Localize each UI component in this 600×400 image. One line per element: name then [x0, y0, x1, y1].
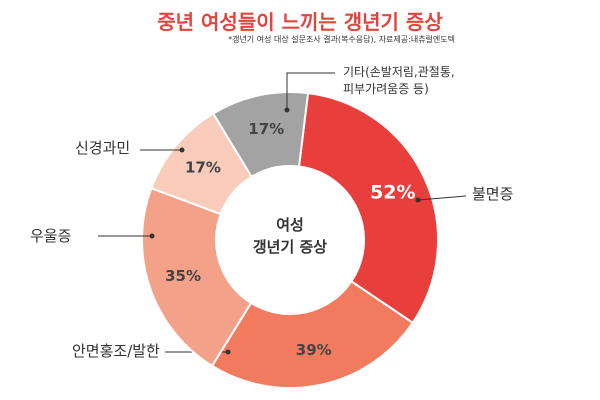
donut-segment — [297, 91, 439, 325]
value-label: 39% — [296, 341, 332, 359]
leader-dot — [149, 233, 155, 239]
donut-segment — [211, 91, 310, 179]
category-label: 기타(손발저림,관절통, 피부가려움증 등) — [343, 65, 455, 96]
category-label: 신경과민 — [75, 139, 131, 157]
chart-title: 중년 여성들이 느끼는 갱년기 증상 — [157, 10, 443, 34]
chart-subtitle: *갱년기 여성 대상 설문조사 결과(복수응답), 자료제공:내츄럴엔도텍 — [228, 35, 455, 44]
leader-dot — [179, 147, 185, 153]
donut-segment — [141, 186, 253, 368]
donut-segment — [210, 279, 415, 389]
leader-line — [286, 72, 335, 110]
category-label: 불면증 — [472, 185, 514, 203]
leader-dot — [415, 197, 421, 203]
center-text: 여성 갱년기 증상 — [252, 216, 328, 256]
leader-line — [417, 195, 467, 201]
leader-dot — [284, 107, 290, 113]
category-label: 안면홍조/발한 — [72, 342, 160, 360]
value-label: 35% — [165, 267, 201, 285]
value-label: 17% — [248, 120, 284, 138]
category-label: 우울증 — [30, 227, 72, 245]
leader-dot — [225, 349, 231, 355]
value-label: 52% — [370, 182, 415, 204]
value-label: 17% — [185, 158, 221, 176]
